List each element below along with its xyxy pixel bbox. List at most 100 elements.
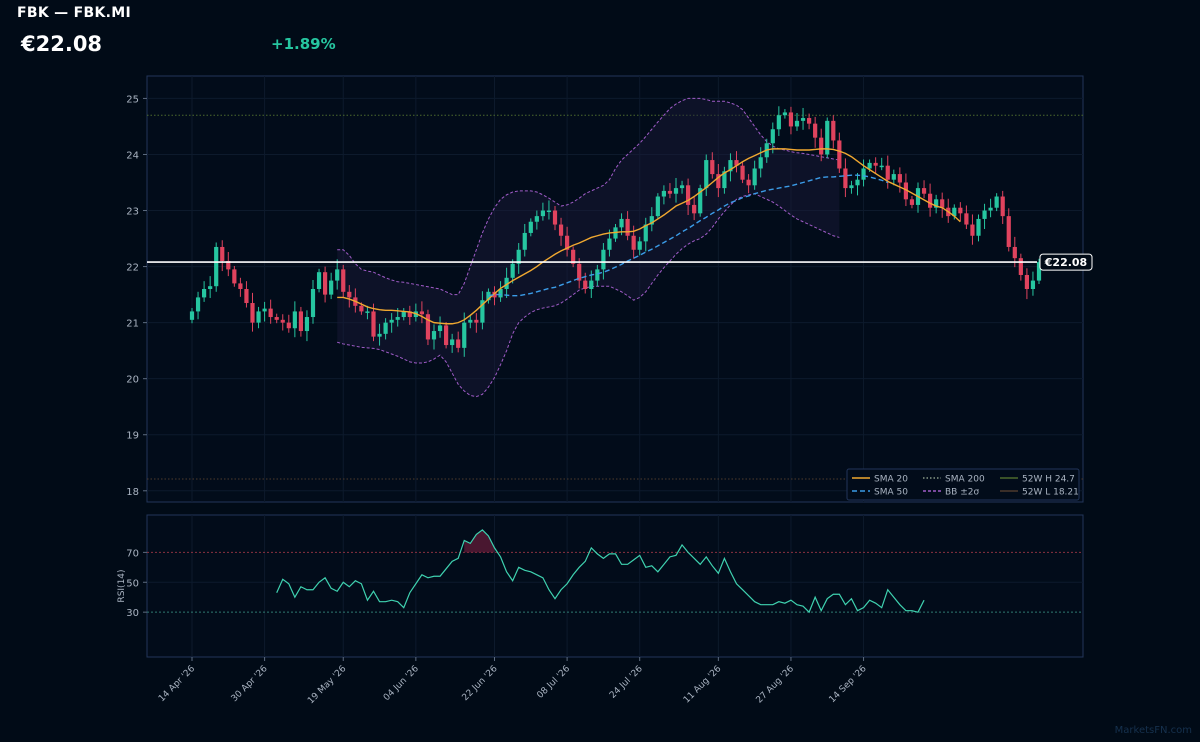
candle-body	[673, 188, 679, 194]
candle-body	[456, 339, 461, 348]
candle-body	[383, 322, 388, 334]
candle-body	[873, 162, 878, 166]
candle-body	[631, 235, 636, 250]
candle-body	[770, 129, 775, 144]
candle-body	[710, 160, 715, 175]
bollinger-upper-line	[337, 97, 840, 296]
candle-body	[256, 311, 261, 323]
last-price-tag	[1039, 253, 1093, 271]
price-panel: 18 19 20 21 22 23 24 25 €22.08 SMA 20 SMA 200 52W H…	[126, 75, 1093, 503]
rsi-overbought-fill	[464, 529, 495, 553]
candle-body	[964, 213, 969, 225]
candle-body	[583, 280, 588, 289]
candle-body	[1012, 246, 1017, 259]
candle-body	[601, 249, 606, 270]
bollinger-lower-line	[337, 193, 840, 398]
candle-body	[528, 221, 533, 233]
y-tick-label: 21	[126, 319, 139, 330]
candle-body	[794, 120, 800, 127]
legend-entry: SMA 20	[874, 475, 908, 485]
x-tick-label: 30 Apr '26	[230, 664, 270, 704]
candle-body	[758, 157, 763, 169]
candle-body	[304, 317, 310, 332]
candle-body	[474, 319, 479, 323]
rsi-panel-frame	[146, 514, 1084, 658]
y-tick-label: 19	[126, 431, 139, 442]
candle-body	[516, 249, 521, 264]
ticker-title: FBK — FBK.MI	[17, 5, 131, 21]
candle-body	[1000, 196, 1005, 217]
candle-body	[686, 185, 691, 205]
candle-body	[462, 322, 467, 348]
candle-body	[625, 218, 630, 236]
x-tick-label: 08 Jul '26	[535, 664, 572, 701]
x-tick-label: 22 Jun '26	[461, 664, 500, 703]
candle-body	[310, 289, 316, 318]
candle-body	[208, 286, 213, 289]
x-tick-label: 14 Sep '26	[828, 664, 869, 705]
candle-body	[377, 333, 382, 337]
candle-body	[1024, 274, 1029, 289]
y-tick-label: 20	[126, 375, 139, 386]
candle-body	[994, 196, 999, 208]
candle-body	[619, 218, 624, 228]
candle-body	[450, 339, 455, 346]
candle-body	[232, 269, 237, 284]
price-panel-frame	[146, 75, 1084, 503]
legend-entry: SMA 200	[945, 475, 985, 485]
legend-entry: 52W L 18.21	[1022, 488, 1079, 498]
candle-body	[807, 118, 812, 124]
candle-body	[661, 190, 666, 197]
candle-body	[831, 120, 836, 141]
candle-body	[952, 207, 957, 217]
rsi-y-tick-label: 30	[126, 608, 139, 619]
candle-body	[776, 115, 781, 130]
candle-body	[843, 168, 848, 189]
candle-body	[1030, 280, 1036, 289]
x-tick-label: 19 May '26	[306, 664, 348, 706]
candle-body	[788, 112, 794, 127]
rsi-y-tick-label: 70	[126, 548, 139, 559]
candle-body	[861, 168, 866, 180]
x-tick-label: 27 Aug '26	[755, 664, 797, 706]
candle-body	[667, 190, 673, 194]
candle-body	[752, 168, 757, 186]
candle-body	[928, 193, 933, 208]
candle-body	[534, 216, 539, 222]
y-tick-label: 22	[126, 263, 139, 274]
candle-body	[885, 165, 890, 180]
candle-body	[195, 297, 201, 312]
rsi-line	[276, 529, 925, 614]
candle-body	[347, 291, 352, 298]
candle-body	[1018, 258, 1023, 275]
candle-body	[940, 199, 945, 208]
candle-body	[976, 218, 981, 236]
y-tick-label: 25	[126, 94, 139, 105]
candle-body	[704, 160, 709, 189]
candle-body	[546, 210, 552, 213]
candle-body	[444, 325, 449, 346]
candle-body	[903, 182, 908, 200]
y-tick-label: 23	[126, 207, 139, 218]
candle-body	[492, 291, 497, 298]
candle-body	[649, 216, 654, 225]
candle-body	[589, 280, 594, 289]
candle-body	[298, 311, 303, 332]
y-tick-label: 24	[126, 150, 139, 161]
candle-body	[643, 224, 648, 242]
candle-body	[746, 179, 751, 186]
candle-body	[734, 160, 739, 166]
candle-body	[262, 308, 267, 312]
candle-body	[698, 188, 703, 214]
candle-body	[480, 300, 485, 323]
candle-body	[716, 174, 721, 189]
legend-entry: 52W H 24.7	[1022, 475, 1075, 485]
candle-body	[565, 235, 570, 250]
candle-body	[425, 314, 431, 340]
candle-body	[891, 174, 896, 180]
candle-body	[220, 246, 225, 261]
candle-body	[316, 272, 322, 289]
candle-body	[849, 185, 854, 189]
candle-body	[389, 319, 394, 323]
